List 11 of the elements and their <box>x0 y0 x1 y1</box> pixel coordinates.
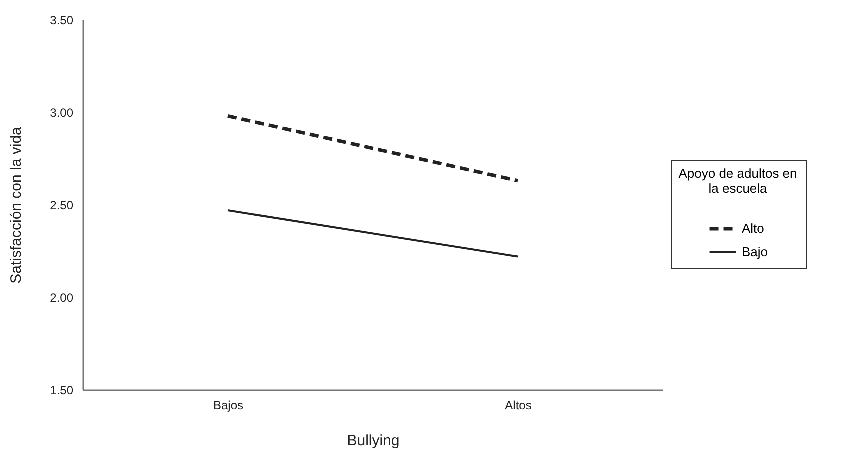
x-tick-label: Altos <box>505 398 532 412</box>
y-tick-label: 2.00 <box>50 291 74 305</box>
y-tick-label: 3.00 <box>50 106 74 120</box>
x-tick-label: Bajos <box>213 398 244 412</box>
legend-label: Bajo <box>742 244 768 260</box>
y-tick-label: 2.50 <box>50 198 74 212</box>
y-tick-label: 3.50 <box>50 14 74 28</box>
y-axis-title: Satisfacción con la vida <box>8 126 26 284</box>
legend-label: Alto <box>742 221 764 236</box>
y-tick-label: 1.50 <box>50 384 74 398</box>
legend-title: Apoyo de adultos en la escuela <box>678 166 798 196</box>
